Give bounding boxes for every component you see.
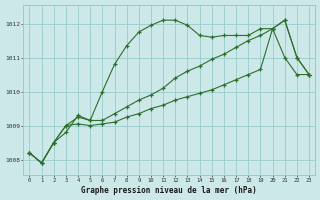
- X-axis label: Graphe pression niveau de la mer (hPa): Graphe pression niveau de la mer (hPa): [81, 186, 257, 195]
